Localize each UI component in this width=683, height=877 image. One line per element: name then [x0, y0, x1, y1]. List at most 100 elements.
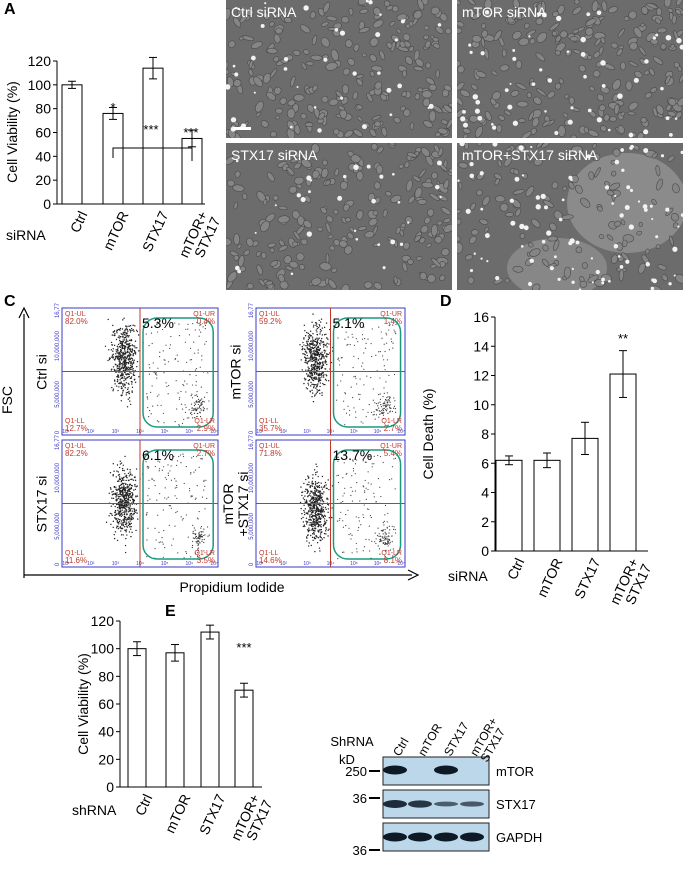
event-dot: [120, 492, 121, 493]
event-dot: [311, 491, 312, 492]
event-dot: [311, 348, 312, 349]
event-dot: [386, 536, 387, 537]
event-dot: [315, 464, 316, 465]
event-dot: [117, 381, 118, 382]
event-dot: [312, 522, 313, 523]
event-dot: [325, 359, 326, 360]
event-dot: [186, 362, 187, 363]
event-dot: [124, 526, 125, 527]
event-dot: [308, 335, 309, 336]
event-dot: [311, 366, 312, 367]
event-dot: [371, 484, 372, 485]
event-dot: [111, 491, 112, 492]
event-dot: [186, 383, 187, 384]
rounded-cell: [644, 208, 648, 212]
event-dot: [204, 534, 205, 535]
rounded-cell: [389, 113, 392, 116]
rounded-cell: [650, 205, 653, 208]
event-dot: [339, 364, 340, 365]
flow-x-tick-label: 10²: [280, 429, 288, 435]
event-dot: [321, 482, 322, 483]
x-axis-title: siRNA: [448, 568, 488, 584]
rounded-cell: [653, 36, 656, 39]
event-dot: [126, 521, 127, 522]
event-dot: [389, 400, 390, 401]
event-dot: [322, 367, 323, 368]
event-dot: [367, 412, 368, 413]
cell: [587, 55, 592, 60]
rounded-cell: [290, 126, 293, 129]
rounded-cell: [352, 71, 356, 75]
event-dot: [395, 532, 396, 533]
event-dot: [304, 526, 305, 527]
event-dot: [387, 539, 388, 540]
event-dot: [326, 356, 327, 357]
event-dot: [355, 378, 356, 379]
event-dot: [194, 405, 195, 406]
event-dot: [149, 364, 150, 365]
event-dot: [167, 464, 168, 465]
event-dot: [314, 364, 315, 365]
event-dot: [128, 473, 129, 474]
event-dot: [379, 533, 380, 534]
event-dot: [314, 513, 315, 514]
event-dot: [119, 474, 120, 475]
event-dot: [312, 512, 313, 513]
event-dot: [341, 357, 342, 358]
event-dot: [120, 345, 121, 346]
event-dot: [132, 364, 133, 365]
event-dot: [118, 511, 119, 512]
event-dot: [315, 510, 316, 511]
rounded-cell: [509, 83, 511, 85]
event-dot: [325, 334, 326, 335]
cell: [459, 182, 462, 189]
micrograph-label: mTOR siRNA: [462, 4, 547, 20]
event-dot: [134, 476, 135, 477]
flow-x-tick-label: 10⁶: [374, 429, 382, 435]
axis-title: FSC: [0, 386, 15, 414]
event-dot: [121, 487, 122, 488]
event-dot: [122, 468, 123, 469]
event-dot: [345, 525, 346, 526]
event-dot: [160, 541, 161, 542]
event-dot: [201, 387, 202, 388]
panel-letter: D: [440, 293, 452, 310]
event-dot: [120, 346, 121, 347]
event-dot: [125, 334, 126, 335]
gate-percent: 5.1%: [333, 315, 365, 331]
rounded-cell: [666, 35, 672, 41]
cell: [311, 55, 323, 61]
event-dot: [323, 376, 324, 377]
axis-title: Propidium Iodide: [179, 579, 284, 595]
event-dot: [165, 382, 166, 383]
event-dot: [128, 376, 129, 377]
event-dot: [190, 472, 191, 473]
event-dot: [146, 514, 147, 515]
event-dot: [202, 497, 203, 498]
cell: [373, 210, 379, 216]
event-dot: [309, 514, 310, 515]
flow-x-tick-label: 10⁵: [350, 561, 358, 567]
event-dot: [324, 350, 325, 351]
event-dot: [331, 507, 332, 508]
event-dot: [189, 488, 190, 489]
event-dot: [390, 402, 391, 403]
event-dot: [389, 405, 390, 406]
event-dot: [130, 473, 131, 474]
event-dot: [314, 373, 315, 374]
event-dot: [307, 369, 308, 370]
event-dot: [387, 413, 388, 414]
event-dot: [111, 505, 112, 506]
event-dot: [313, 380, 314, 381]
flow-x-tick-label: 10²: [87, 561, 95, 567]
blot-band: [434, 766, 458, 775]
event-dot: [120, 510, 121, 511]
event-dot: [202, 539, 203, 540]
event-dot: [126, 513, 127, 514]
event-dot: [315, 387, 316, 388]
event-dot: [314, 344, 315, 345]
event-dot: [313, 498, 314, 499]
event-dot: [390, 408, 391, 409]
event-dot: [322, 356, 323, 357]
event-dot: [120, 463, 121, 464]
